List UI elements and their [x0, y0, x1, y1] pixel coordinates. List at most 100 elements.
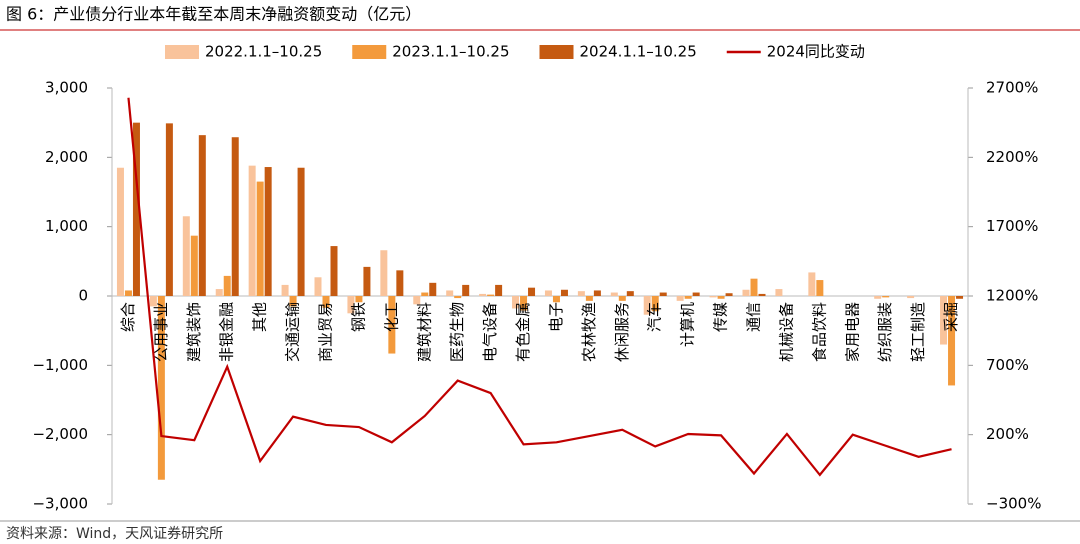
bar [479, 293, 487, 296]
x-tick-label: 有色金属 [514, 302, 532, 362]
bar [182, 216, 190, 296]
bar [717, 296, 725, 299]
bar [512, 296, 520, 309]
bar [124, 290, 132, 296]
legend-label: 2022.1.1–10.25 [205, 43, 322, 61]
bar [289, 296, 297, 307]
bar [907, 296, 915, 299]
y2-tick-label: −300% [986, 495, 1041, 513]
bar [281, 284, 289, 296]
legend-swatch [352, 45, 387, 59]
bar [198, 135, 206, 296]
y-tick-label: 2,000 [45, 148, 88, 166]
bar [528, 287, 536, 296]
bar [446, 290, 454, 296]
bar [775, 289, 783, 296]
bar [215, 289, 223, 296]
y2-tick-label: 200% [986, 425, 1029, 443]
x-tick-label: 纺织服装 [876, 302, 894, 362]
bar [264, 167, 272, 296]
bar [116, 167, 124, 296]
x-tick-label: 家用电器 [843, 302, 861, 362]
bar [157, 296, 165, 480]
bar [676, 296, 684, 301]
x-tick-label: 食品饮料 [810, 302, 828, 362]
bar [956, 296, 964, 299]
bar [750, 278, 758, 296]
bar [396, 270, 404, 296]
bar [544, 290, 552, 296]
bar [248, 165, 256, 296]
bar [618, 296, 626, 301]
x-tick-label: 传媒 [712, 302, 730, 332]
bar [684, 296, 692, 299]
bar [585, 296, 593, 301]
bar [816, 280, 824, 296]
x-tick-label: 建筑材料 [415, 302, 433, 362]
y2-tick-label: 2200% [986, 148, 1038, 166]
y-tick-label: −3,000 [32, 495, 88, 513]
bar [314, 277, 322, 296]
bar [132, 122, 140, 297]
x-tick-label: 综合 [119, 302, 137, 332]
y-tick-label: 0 [78, 287, 88, 305]
bar [808, 272, 816, 296]
bar [593, 290, 601, 296]
x-tick-label: 医药生物 [448, 302, 466, 362]
bar [882, 296, 890, 298]
x-tick-label: 汽车 [646, 302, 664, 332]
bar [577, 291, 585, 296]
line [127, 97, 952, 477]
bar [421, 292, 429, 296]
bar [692, 292, 700, 296]
bar [626, 291, 634, 296]
bar [948, 296, 956, 386]
bar [429, 282, 437, 296]
x-tick-label: 公用事业 [152, 302, 170, 362]
legend-swatch [539, 45, 574, 59]
bar [190, 235, 198, 296]
bar [552, 296, 560, 303]
x-tick-label: 商业贸易 [317, 302, 335, 362]
x-tick-label: 休闲服务 [613, 302, 631, 362]
bar [742, 289, 750, 296]
y-tick-label: 1,000 [45, 217, 88, 235]
y2-tick-label: 2700% [986, 79, 1038, 97]
x-tick-label: 钢铁 [349, 302, 367, 332]
bar [355, 296, 363, 303]
bar [651, 296, 659, 312]
x-tick-label: 计算机 [679, 302, 697, 347]
bar [709, 296, 717, 298]
legend-swatch [165, 45, 199, 59]
bar [322, 296, 330, 308]
bar [874, 296, 882, 299]
x-tick-label: 电子 [547, 302, 565, 332]
legend-label: 2024.1.1–10.25 [580, 43, 697, 61]
y-tick-label: −1,000 [32, 356, 88, 374]
bar [330, 246, 338, 296]
y2-tick-label: 1700% [986, 217, 1038, 235]
bar [520, 296, 528, 311]
y-tick-label: 3,000 [45, 79, 88, 97]
x-tick-label: 通信 [745, 302, 763, 332]
bar [560, 289, 568, 296]
bar [495, 284, 503, 296]
source: 资料来源：Wind，天风证券研究所 [6, 526, 223, 542]
chart-title: 图 6：产业债分行业本年截至本周末净融资额变动（亿元） [6, 5, 421, 24]
bar [454, 296, 462, 299]
x-tick-label: 轻工制造 [909, 302, 927, 362]
x-tick-label: 其他 [251, 302, 269, 332]
legend-label: 2023.1.1–10.25 [392, 43, 509, 61]
x-tick-label: 农林牧渔 [580, 302, 598, 362]
bar [413, 296, 421, 305]
x-tick-label: 机械设备 [777, 302, 795, 362]
bar [659, 292, 667, 296]
bar [256, 181, 264, 296]
y2-tick-label: 700% [986, 356, 1029, 374]
x-tick-label: 建筑装饰 [185, 302, 203, 362]
bar [462, 284, 470, 296]
bar [725, 293, 733, 296]
bar [149, 296, 157, 307]
